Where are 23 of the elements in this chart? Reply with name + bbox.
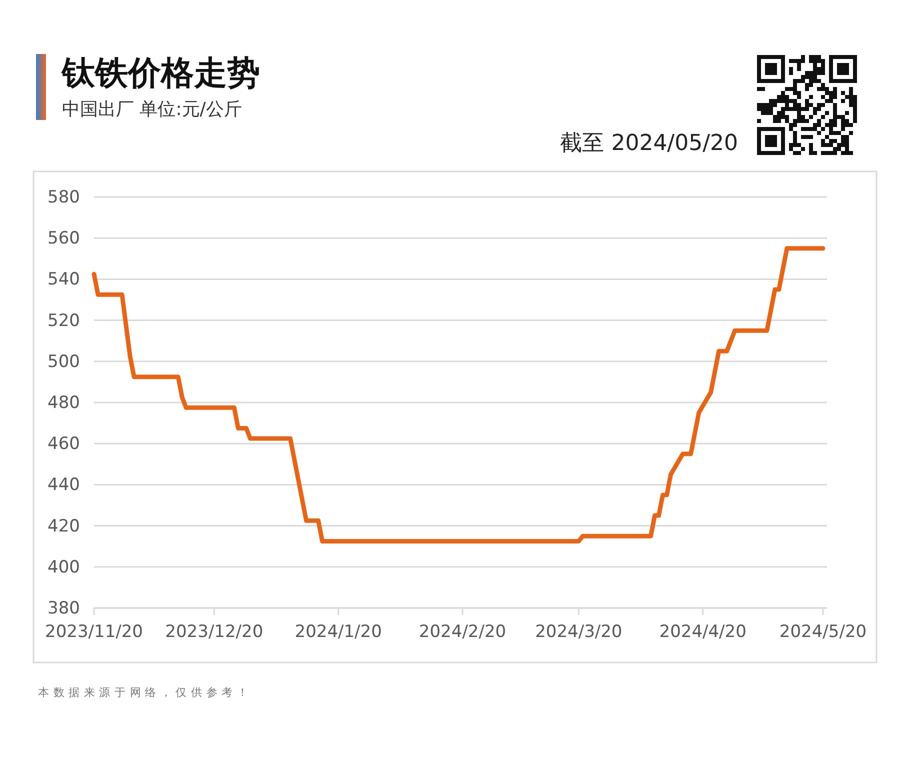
y-tick-label: 420	[48, 516, 80, 536]
y-tick-label: 460	[48, 434, 80, 454]
x-tick-label: 2024/3/20	[535, 622, 622, 642]
text: 本数据来源于网络，仅供参考！	[38, 686, 252, 699]
y-tick-label: 380	[48, 598, 80, 618]
x-tick-label: 2024/1/20	[294, 622, 382, 642]
y-tick-label: 560	[48, 228, 80, 249]
chart-subtitle: 中国出厂 单位:元/公斤	[62, 99, 242, 120]
x-tick-label: 2023/12/20	[165, 622, 264, 642]
y-tick-label: 580	[48, 187, 80, 208]
x-tick-label: 2023/11/20	[45, 622, 143, 642]
y-tick-label: 400	[48, 557, 80, 578]
chart-title: 钛铁价格走势	[61, 53, 260, 92]
y-tick-label: 440	[48, 475, 80, 496]
y-tick-label: 500	[48, 352, 80, 372]
y-tick-label: 540	[48, 270, 80, 290]
x-tick-label: 2024/4/20	[659, 622, 746, 642]
x-tick-label: 2024/2/20	[418, 622, 506, 642]
line-series	[92, 246, 826, 544]
text: 截至 2024/05/20	[560, 131, 738, 156]
y-tick-label: 520	[48, 310, 80, 331]
y-tick-label: 480	[48, 392, 80, 413]
x-tick-label: 2024/5/20	[779, 622, 867, 642]
